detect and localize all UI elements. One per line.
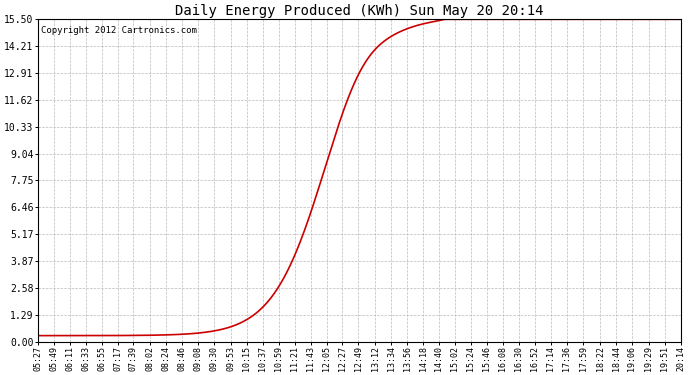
Title: Daily Energy Produced (KWh) Sun May 20 20:14: Daily Energy Produced (KWh) Sun May 20 2… xyxy=(175,4,544,18)
Text: Copyright 2012 Cartronics.com: Copyright 2012 Cartronics.com xyxy=(41,26,197,35)
